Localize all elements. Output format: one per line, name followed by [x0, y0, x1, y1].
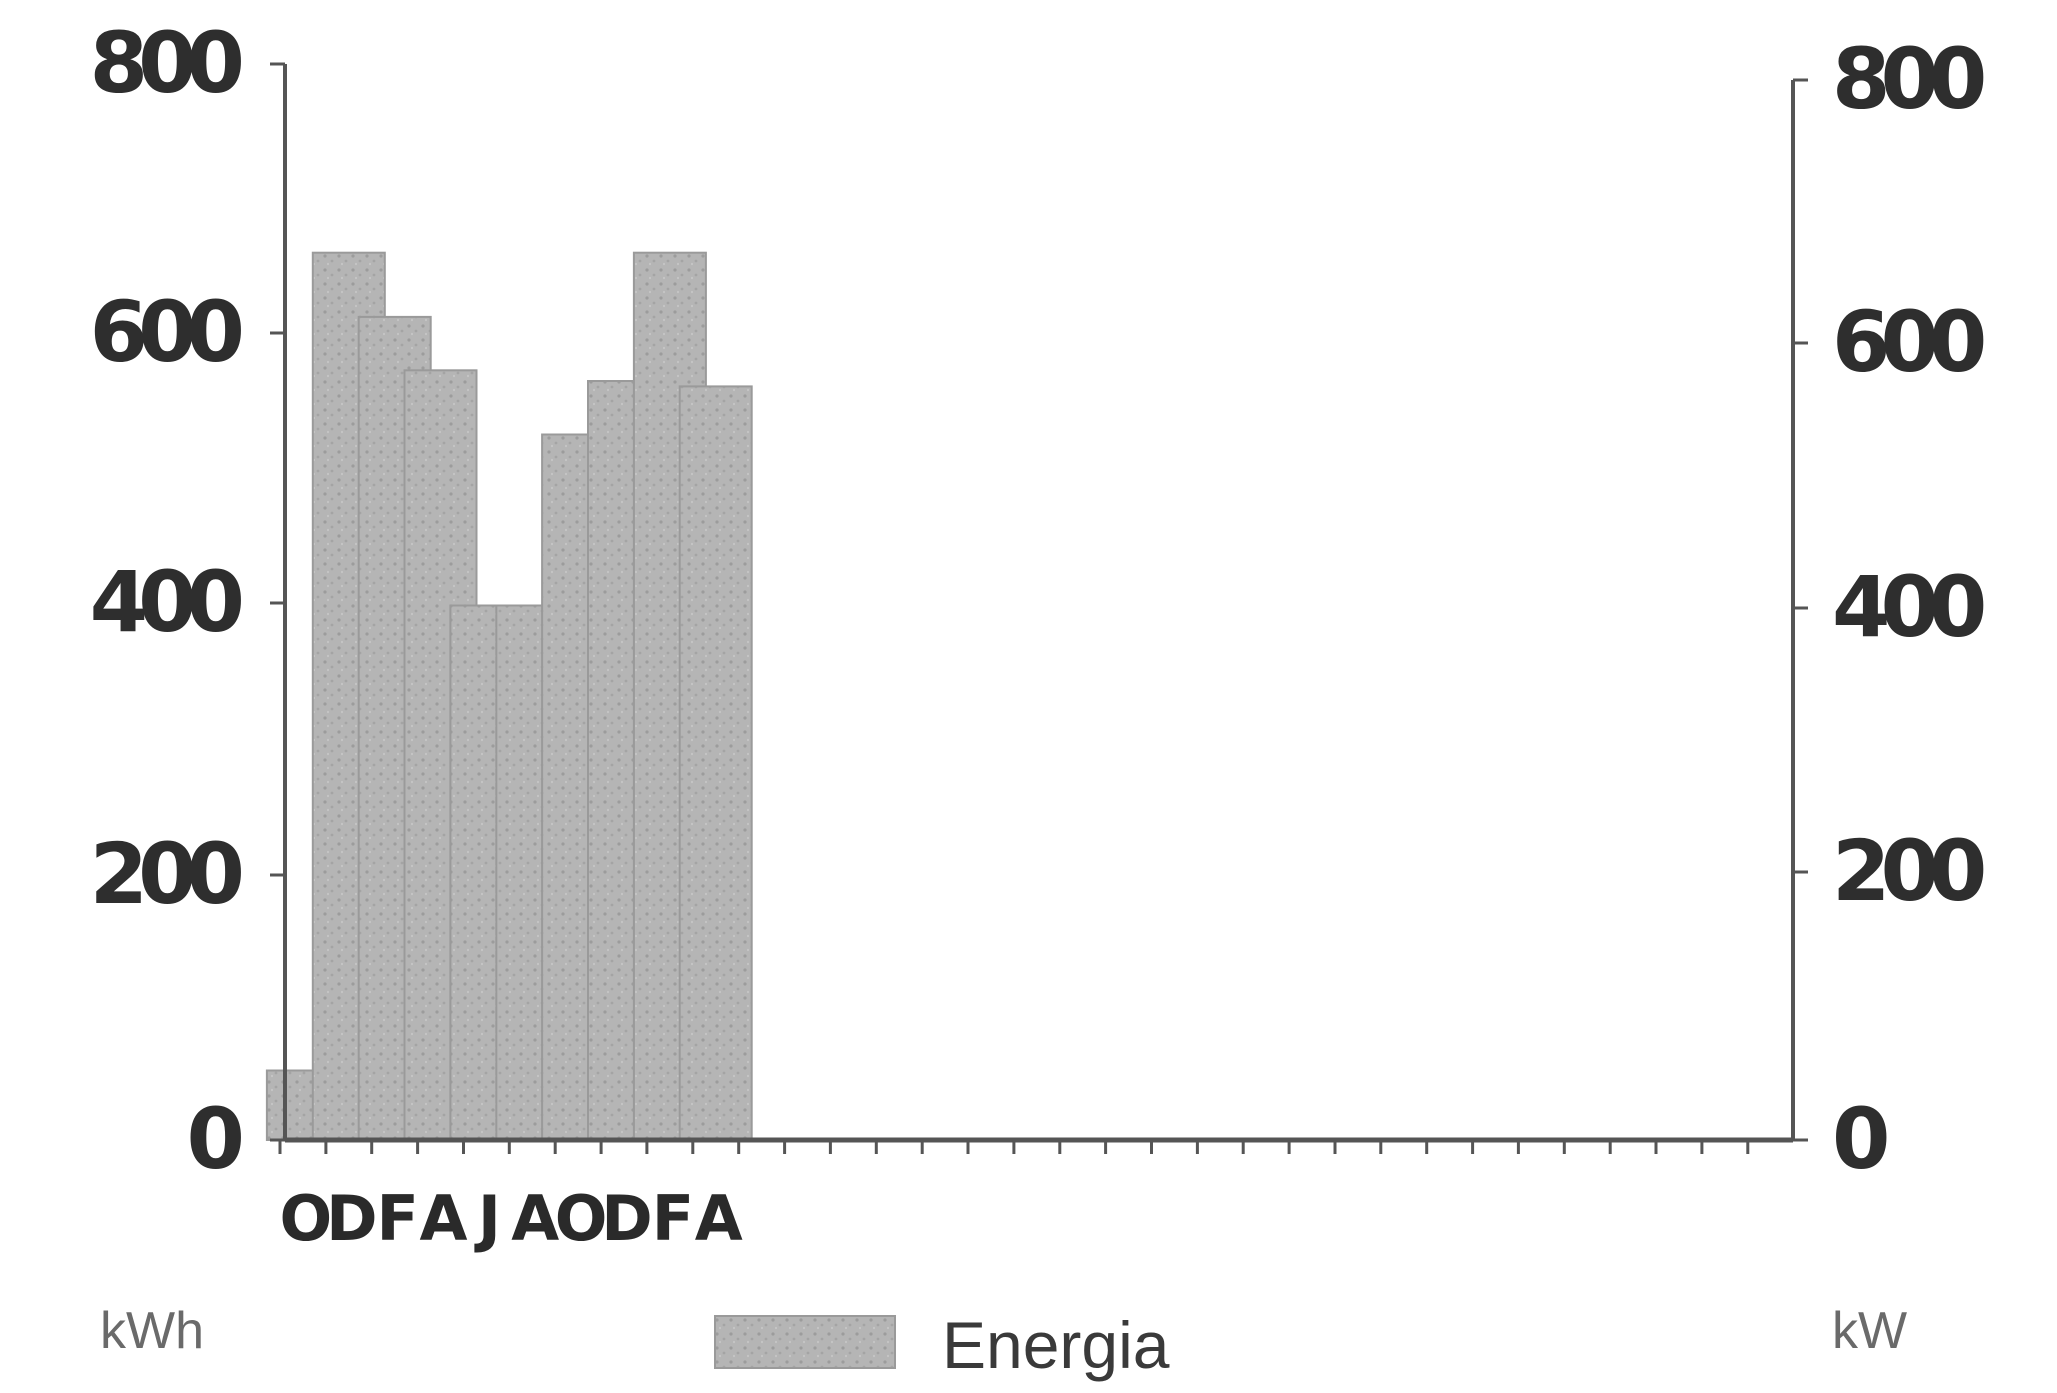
legend: Energia	[714, 1308, 1170, 1382]
category-label: F	[377, 1182, 419, 1255]
category-label: F	[652, 1182, 694, 1255]
category-label: A	[695, 1182, 743, 1255]
left-tick-label: 800	[90, 14, 242, 112]
right-tick-label: 600	[1832, 293, 1984, 391]
left-tick-group: 0 200 400 600 800	[90, 14, 285, 1188]
category-label: A	[511, 1182, 559, 1255]
category-label: O	[280, 1182, 333, 1255]
right-axis-unit: kW	[1832, 1302, 1907, 1360]
right-tick-label: 200	[1832, 822, 1984, 920]
legend-series-label: Energia	[942, 1308, 1170, 1382]
category-label: A	[420, 1182, 468, 1255]
bar-9	[678, 385, 753, 1141]
category-label: O	[555, 1182, 608, 1255]
left-tick-label: 200	[90, 825, 242, 923]
left-tick-label: 0	[187, 1090, 242, 1188]
x-tick-group	[278, 1140, 1750, 1154]
left-axis-unit: kWh	[100, 1302, 204, 1360]
left-tick-label: 400	[90, 553, 242, 651]
right-tick-label: 800	[1832, 30, 1984, 128]
right-tick-label: 0	[1832, 1090, 1887, 1188]
category-label: D	[326, 1182, 377, 1255]
left-tick-label: 600	[90, 283, 242, 381]
category-label: D	[601, 1182, 652, 1255]
right-tick-label: 400	[1832, 558, 1984, 656]
right-tick-group: 0 200 400 600 800	[1793, 30, 1994, 1188]
bars-group	[265, 251, 753, 1141]
legend-swatch	[714, 1315, 896, 1369]
category-label: J	[474, 1182, 501, 1255]
